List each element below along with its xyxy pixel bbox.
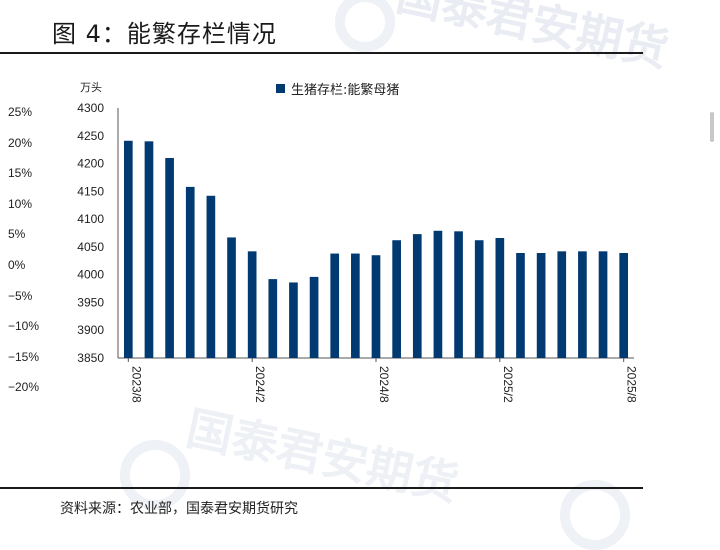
source-note: 资料来源：农业部，国泰君安期货研究 bbox=[60, 501, 298, 517]
left-axis-tick: 0% bbox=[8, 258, 26, 272]
title-rule bbox=[0, 52, 643, 54]
left-axis-tick: −5% bbox=[8, 289, 33, 303]
bar-2024/5 bbox=[309, 276, 319, 358]
left-axis-tick: 5% bbox=[8, 227, 26, 241]
left-axis-tick: 15% bbox=[8, 166, 33, 180]
bar-2025/7 bbox=[598, 251, 608, 358]
chart-legend: 生猪存栏:能繁母猪 bbox=[276, 79, 399, 98]
left-axis-tick: −10% bbox=[8, 319, 40, 333]
y-tick-label: 4000 bbox=[77, 268, 104, 282]
bar-2023/9 bbox=[144, 141, 154, 358]
bar-2025/6 bbox=[578, 251, 587, 358]
x-tick-label: 2024/8 bbox=[377, 366, 391, 403]
bar-2025/1 bbox=[474, 240, 484, 358]
bar-2024/6 bbox=[330, 253, 340, 358]
y-tick-label: 4250 bbox=[77, 129, 104, 143]
watermark-logo bbox=[335, 0, 395, 52]
bar-2025/3 bbox=[516, 253, 525, 358]
y-tick-label: 3850 bbox=[77, 351, 104, 365]
bar-2024/11 bbox=[433, 230, 443, 358]
y-tick-label: 4300 bbox=[77, 101, 104, 115]
left-axis-tick: 10% bbox=[8, 197, 33, 211]
bar-2024/1 bbox=[227, 237, 236, 358]
bar-2024/10 bbox=[412, 234, 422, 358]
left-axis-tick: 25% bbox=[8, 105, 33, 119]
scrollbar[interactable] bbox=[710, 112, 714, 142]
bar-2025/4 bbox=[536, 253, 546, 358]
watermark-logo bbox=[120, 440, 190, 510]
y-axis-unit: 万头 bbox=[80, 81, 102, 94]
bar-2024/3 bbox=[268, 279, 278, 358]
y-tick-label: 3900 bbox=[77, 323, 104, 337]
bar-2023/12 bbox=[206, 195, 216, 358]
bar-2024/4 bbox=[289, 282, 298, 358]
bar-2024/9 bbox=[392, 240, 401, 358]
x-tick-label: 2025/8 bbox=[625, 366, 639, 403]
legend-label: 生猪存栏:能繁母猪 bbox=[291, 83, 400, 98]
x-tick-label: 2023/8 bbox=[129, 366, 143, 403]
x-tick-label: 2024/2 bbox=[253, 366, 267, 403]
bar-2024/7 bbox=[351, 253, 360, 358]
bar-2025/8 bbox=[619, 253, 629, 358]
bar-2024/12 bbox=[454, 231, 463, 358]
source-rule bbox=[0, 487, 643, 489]
left-axis-tick: 20% bbox=[8, 136, 33, 150]
bar-2023/11 bbox=[185, 186, 195, 358]
bar-2024/8 bbox=[371, 255, 381, 358]
x-tick-label: 2025/2 bbox=[501, 366, 515, 403]
y-tick-label: 4150 bbox=[77, 184, 104, 198]
y-tick-label: 4200 bbox=[77, 157, 104, 171]
bar-2025/2 bbox=[495, 238, 505, 358]
bar-2024/2 bbox=[247, 251, 257, 358]
y-tick-label: 4050 bbox=[77, 240, 104, 254]
left-axis-tick: −20% bbox=[8, 380, 40, 394]
figure-title: 图 4：能繁存栏情况 bbox=[52, 20, 277, 48]
bar-chart: 3850 3900 3950 4000 4050 4100 4150 4200 4250 4300… bbox=[77, 101, 639, 403]
legend-swatch bbox=[276, 84, 285, 93]
bar-2025/5 bbox=[557, 251, 567, 358]
bar-2023/10 bbox=[165, 158, 174, 358]
bar-2023/8 bbox=[123, 140, 133, 358]
y-tick-label: 4100 bbox=[77, 212, 104, 226]
y-tick-label: 3950 bbox=[77, 295, 104, 309]
left-axis-tick: −15% bbox=[8, 350, 40, 364]
